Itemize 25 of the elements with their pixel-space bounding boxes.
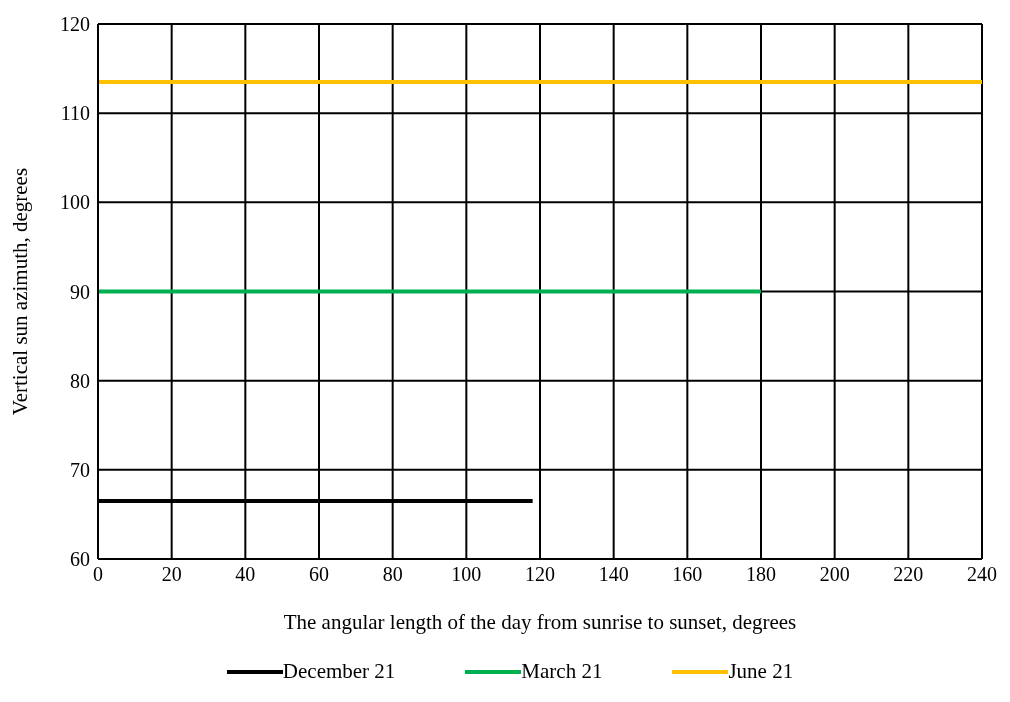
- y-tick-label: 70: [70, 458, 90, 481]
- x-tick-label: 20: [161, 563, 182, 586]
- y-axis-title: Vertical sun azimuth, degrees: [8, 167, 33, 416]
- x-tick-label: 180: [746, 563, 776, 586]
- y-tick-label: 60: [70, 548, 90, 571]
- x-tick-label: 160: [672, 563, 703, 586]
- x-tick-label: 120: [525, 563, 555, 586]
- legend-label: December 21: [282, 659, 396, 684]
- x-axis-title: The angular length of the day from sunrise to sunset, degrees: [283, 610, 797, 634]
- x-tick-label: 40: [235, 563, 256, 586]
- x-tick-label: 60: [309, 563, 329, 586]
- x-tick-label: 140: [598, 563, 629, 586]
- y-tick-label: 80: [70, 369, 90, 392]
- x-tick-label: 100: [451, 563, 482, 586]
- y-tick-label: 110: [60, 102, 90, 125]
- legend-label: March 21: [521, 659, 603, 684]
- x-tick-label: 200: [819, 563, 850, 586]
- y-tick-label: 90: [70, 280, 90, 303]
- legend-label: June 21: [728, 659, 794, 684]
- x-tick-label: 220: [893, 563, 924, 586]
- y-tick-label: 120: [60, 13, 90, 36]
- y-tick-label: 100: [60, 191, 90, 214]
- x-tick-label: 80: [382, 563, 403, 586]
- x-tick-label: 0: [93, 563, 103, 586]
- x-tick-label: 240: [967, 563, 997, 586]
